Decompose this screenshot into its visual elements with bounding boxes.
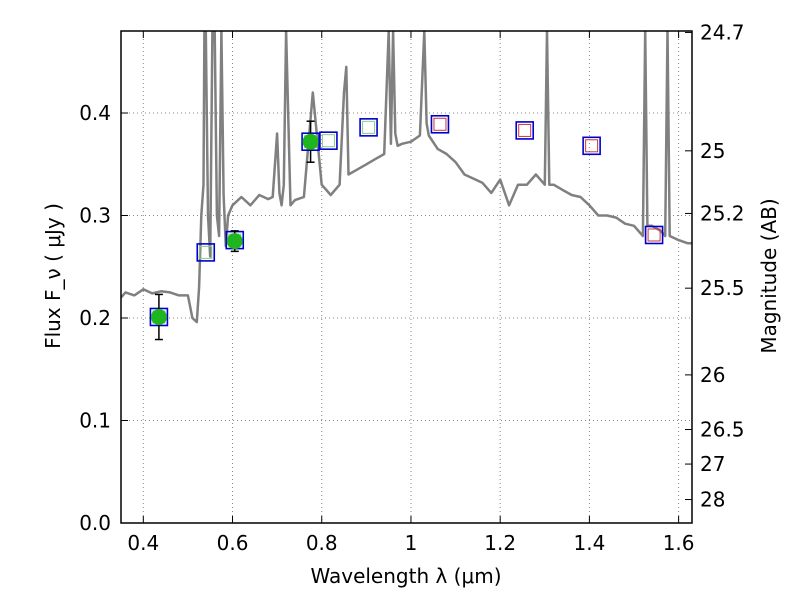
y-axis-right-title: Magnitude (AB) [757,198,781,353]
y-axis-left: 0.0 0.1 0.2 0.3 0.4 [79,101,128,535]
model-red-inner-square [585,139,599,153]
model-red-square [582,136,601,156]
x-tick-label: 0.4 [127,531,159,555]
right-tick-label: 25.5 [700,276,745,300]
spectrum-line [121,31,692,324]
plot-frame [120,30,693,524]
x-tick-label: 1 [405,531,418,555]
model-green-square [359,118,378,137]
y-axis-title: Flux F_ν ( μJy ) [41,203,65,349]
x-tick-label: 0.8 [306,531,338,555]
y-tick-label: 0.2 [79,306,111,330]
model-green-inner-square [321,134,335,148]
y-tick-label: 0.4 [79,101,111,125]
y-tick-label: 0.3 [79,204,111,228]
right-tick-label: 24.7 [700,20,745,44]
y-tick-label: 0.0 [79,511,111,535]
model-green-inner-square [199,245,213,259]
x-axis-title: Wavelength λ (μm) [310,564,501,588]
model-red-square [515,121,535,140]
observed-point [226,233,243,250]
right-tick-label: 28 [700,488,725,512]
x-tick-label: 1.2 [484,531,516,555]
right-tick-label: 25 [700,139,725,163]
x-tick-label: 1.6 [663,531,695,555]
model-red-inner-square [647,228,661,242]
right-tick-label: 25.2 [700,201,745,225]
model-red-inner-square [433,117,447,131]
model-green-square [196,243,216,262]
model-red-square [644,225,664,245]
model-red-inner-square [518,123,532,137]
y-tick-label: 0.1 [79,409,111,433]
right-tick-label: 26 [700,363,725,387]
model-red-square [430,114,450,134]
model-green-inner-square [362,120,376,134]
right-tick-label: 27 [700,452,725,476]
spectrum-layer [121,31,692,324]
x-axis: 0.4 0.6 0.8 1 1.2 1.4 1.6 [127,31,695,555]
x-tick-label: 1.4 [573,531,605,555]
observed-point [150,308,167,325]
y-axis-right: 24.7 25 25.2 25.5 26 26.5 27 28 [685,20,745,512]
right-tick-label: 26.5 [700,418,745,442]
x-tick-label: 0.6 [217,531,249,555]
model-green-square [319,131,338,150]
observed-point [302,133,319,150]
marker-layer [149,114,664,341]
